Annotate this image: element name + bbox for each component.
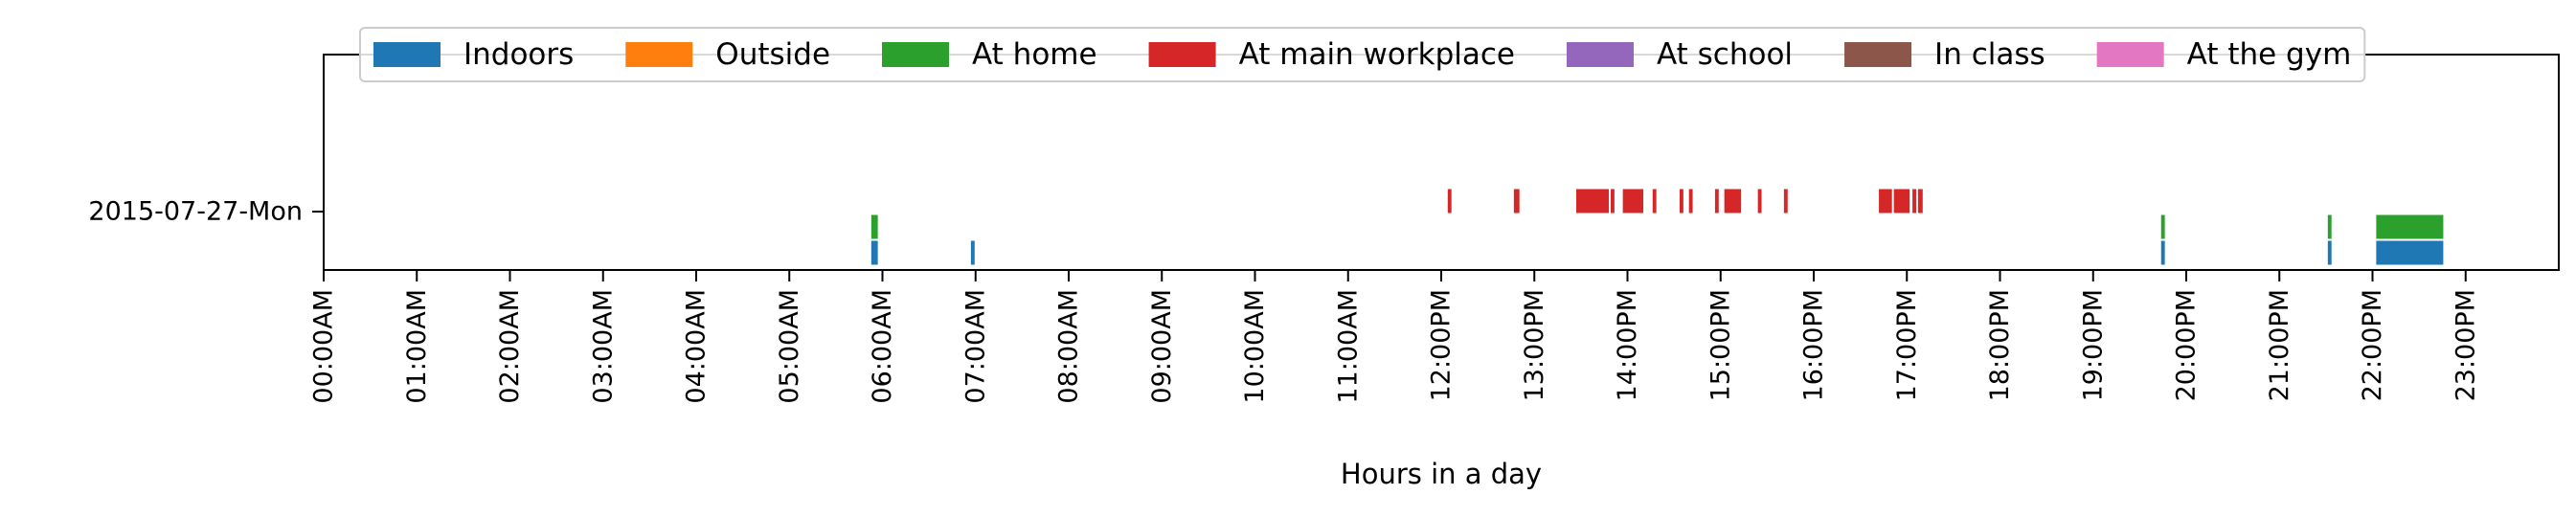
x-tick-label: 03:00AM — [588, 289, 618, 404]
x-tick-label: 15:00PM — [1706, 289, 1735, 401]
bar-segment — [1724, 189, 1742, 214]
bar-segment — [1447, 189, 1452, 214]
x-tick-label: 18:00PM — [1985, 289, 2015, 401]
x-tick-label: 00:00AM — [309, 289, 339, 404]
bar-segment — [1679, 189, 1683, 214]
y-tick-label: 2015-07-27-Mon — [88, 197, 303, 227]
legend-swatch — [1148, 42, 1216, 67]
bar-segment — [2160, 214, 2165, 239]
bar-segment — [1879, 189, 1892, 214]
bar-segment — [1893, 189, 1910, 214]
bar-segment — [1912, 189, 1916, 214]
plot-frame — [323, 54, 2560, 271]
bar-segment — [870, 240, 878, 265]
bar-segment — [2327, 214, 2332, 239]
x-tick-label: 01:00AM — [402, 289, 432, 404]
bar-segment — [1783, 189, 1788, 214]
legend-label: At main workplace — [1239, 37, 1515, 72]
bar-segment — [2327, 240, 2332, 265]
legend-label: At school — [1657, 37, 1793, 72]
legend-swatch — [2096, 42, 2164, 67]
bar-segment — [1513, 189, 1520, 214]
x-tick-label: 10:00AM — [1240, 289, 1270, 404]
bar-segment — [2160, 240, 2165, 265]
x-tick-label: 17:00PM — [1892, 289, 1922, 401]
legend-label: At the gym — [2187, 37, 2352, 72]
x-tick-label: 16:00PM — [1799, 289, 1829, 401]
legend-swatch — [882, 42, 950, 67]
legend-swatch — [1566, 42, 1634, 67]
legend-box — [359, 27, 2366, 82]
x-tick-label: 20:00PM — [2172, 289, 2202, 401]
bar-segment — [1576, 189, 1610, 214]
x-tick-label: 05:00AM — [775, 289, 804, 404]
x-tick-label: 08:00AM — [1054, 289, 1084, 404]
bar-segment — [970, 240, 975, 265]
legend-label: In class — [1934, 37, 2045, 72]
x-axis-label: Hours in a day — [1341, 458, 1542, 490]
bar-segment — [1652, 189, 1657, 214]
legend-swatch — [1844, 42, 1912, 67]
x-tick-label: 12:00PM — [1427, 289, 1457, 401]
legend-label: At home — [972, 37, 1097, 72]
x-tick-label: 22:00PM — [2358, 289, 2387, 401]
legend-label: Indoors — [463, 37, 574, 72]
bar-segment — [1610, 189, 1615, 214]
bar-segment — [2376, 240, 2444, 265]
legend-label: Outside — [715, 37, 830, 72]
bar-segment — [1714, 189, 1719, 214]
legend-swatch — [625, 42, 693, 67]
x-tick-label: 04:00AM — [682, 289, 712, 404]
x-tick-label: 09:00AM — [1147, 289, 1177, 404]
x-tick-label: 21:00PM — [2265, 289, 2294, 401]
bar-segment — [1622, 189, 1644, 214]
bar-segment — [1688, 189, 1693, 214]
x-tick-label: 06:00AM — [868, 289, 897, 404]
bar-segment — [870, 214, 878, 239]
x-tick-label: 23:00PM — [2451, 289, 2480, 401]
x-tick-label: 11:00AM — [1333, 289, 1363, 404]
x-tick-label: 02:00AM — [495, 289, 525, 404]
x-tick-label: 19:00PM — [2078, 289, 2108, 401]
x-tick-label: 13:00PM — [1520, 289, 1549, 401]
bar-segment — [1757, 189, 1762, 214]
bar-segment — [2376, 214, 2444, 239]
bar-segment — [1917, 189, 1923, 214]
x-tick-label: 14:00PM — [1613, 289, 1642, 401]
x-tick-label: 07:00AM — [960, 289, 990, 404]
legend-swatch — [373, 42, 441, 67]
